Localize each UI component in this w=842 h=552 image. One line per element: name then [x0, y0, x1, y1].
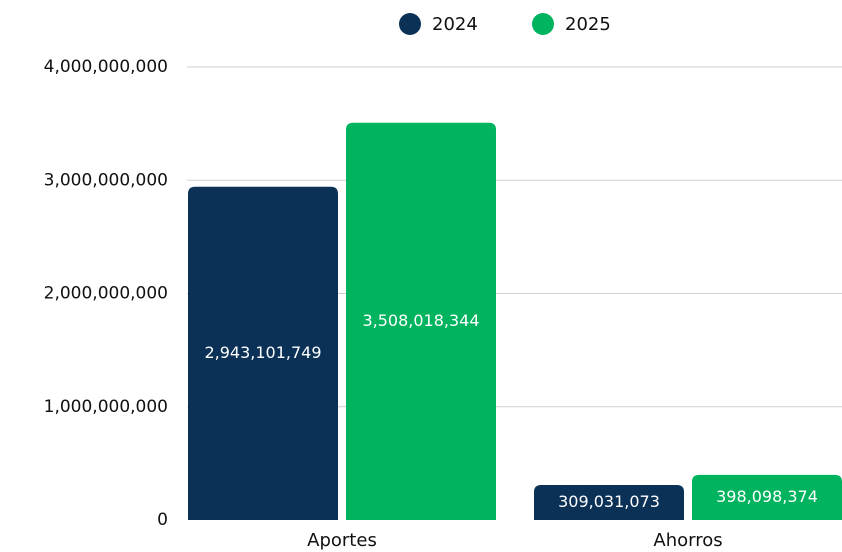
legend-label: 2024: [432, 14, 478, 35]
bar: [188, 186, 338, 520]
value-label: 2,943,101,749: [204, 343, 321, 362]
y-tick-label: 3,000,000,000: [44, 170, 168, 190]
y-tick-label: 0: [157, 510, 168, 530]
legend-label: 2025: [565, 14, 611, 35]
y-tick-label: 2,000,000,000: [44, 284, 168, 304]
bar: [692, 474, 842, 520]
value-label: 309,031,073: [558, 492, 660, 511]
legend-swatch: [532, 13, 554, 35]
bar: [346, 122, 496, 520]
y-tick-label: 4,000,000,000: [44, 57, 168, 77]
x-tick-label: Ahorros: [653, 530, 722, 551]
y-tick-label: 1,000,000,000: [44, 397, 168, 417]
value-label: 398,098,374: [716, 487, 818, 506]
x-tick-label: Aportes: [307, 530, 377, 551]
bar: [534, 485, 684, 520]
legend-swatch: [399, 13, 421, 35]
value-label: 3,508,018,344: [362, 311, 479, 330]
